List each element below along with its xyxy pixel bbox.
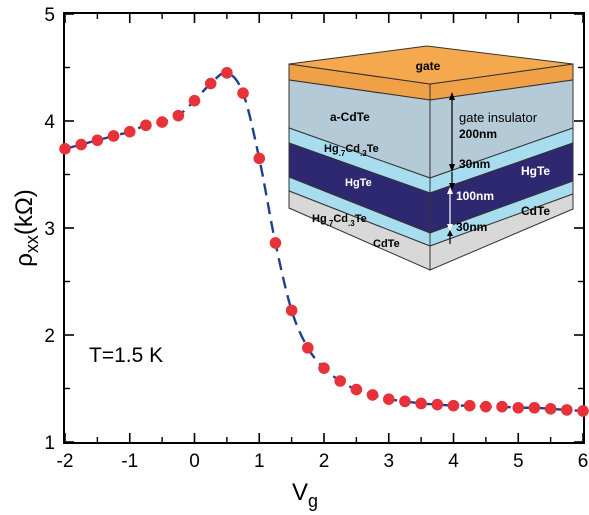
inset-label-well-side: HgTe	[521, 164, 550, 178]
data-point	[350, 383, 363, 396]
heterostructure-inset: gate a-CdTe Hg.7Cd.3Te HgTe Hg.7Cd.3Te C…	[288, 45, 574, 271]
data-point	[334, 375, 346, 387]
data-point	[204, 77, 217, 90]
data-point	[528, 401, 541, 414]
x-tick-label: 5	[513, 451, 524, 472]
data-point	[75, 138, 87, 151]
data-point	[59, 143, 71, 155]
inset-label-gate: gate	[416, 59, 441, 73]
axis-ticks	[64, 13, 584, 443]
data-point	[480, 400, 492, 413]
x-axis-label: Vg	[292, 479, 318, 511]
data-point	[431, 398, 444, 411]
well-thickness: 100nm	[456, 189, 494, 203]
axis-tick-labels: -2 -1 0 1 2 3 4 5 6 1 2 3 4 5	[44, 5, 588, 472]
x-tick-label: 6	[578, 451, 589, 472]
x-tick-label: 0	[189, 451, 200, 472]
data-points	[59, 67, 589, 417]
data-point	[237, 87, 249, 99]
well-arrow-head-bottom	[447, 224, 453, 231]
data-point	[577, 405, 589, 417]
data-point	[561, 404, 573, 416]
data-point	[366, 389, 379, 401]
x-tick-label: 1	[254, 451, 265, 472]
data-point	[123, 125, 136, 138]
barrier-top-thickness: 30nm	[459, 157, 490, 171]
inset-label-well-front: HgTe	[345, 177, 372, 189]
data-point	[156, 116, 168, 128]
x-tick-label: 4	[448, 451, 459, 472]
data-point	[302, 342, 314, 354]
temperature-annotation: T=1.5 K	[89, 344, 163, 367]
data-point	[463, 399, 476, 412]
data-point	[496, 400, 508, 413]
insulator-arrow-head-bottom	[449, 164, 455, 172]
data-point	[447, 399, 460, 412]
x-tick-label: -2	[57, 451, 74, 472]
x-tick-label: -1	[121, 451, 138, 472]
y-axis-label: ρxx(kΩ)	[11, 189, 42, 267]
inset-label-a-cdte: a-CdTe	[330, 110, 370, 124]
data-point	[512, 401, 525, 414]
y-tick-label: 1	[44, 433, 55, 454]
data-point	[399, 395, 411, 408]
data-point	[172, 109, 185, 122]
barrier-top-arrow-head	[449, 183, 455, 190]
inset-label-barrier-top: Hg.7Cd.3Te	[324, 143, 379, 158]
inset-gate-top	[288, 45, 574, 85]
data-point	[188, 94, 201, 107]
barrier-bottom-thickness: 30nm	[456, 220, 487, 234]
inset-label-barrier-bottom: Hg.7Cd.3Te	[312, 213, 367, 228]
y-tick-label: 4	[44, 112, 55, 133]
inset-substrate-right	[429, 193, 574, 271]
x-tick-label: 3	[383, 451, 394, 472]
data-point	[318, 362, 330, 374]
data-point	[140, 119, 152, 132]
data-point	[221, 67, 233, 79]
data-point	[382, 393, 395, 406]
inset-label-substrate-side: CdTe	[521, 204, 550, 218]
data-point	[107, 130, 120, 142]
well-arrow-head-top	[447, 187, 453, 194]
plot-frame	[63, 12, 585, 444]
inset-label-substrate-front: CdTe	[373, 238, 400, 250]
insulator-arrow-head-top	[449, 92, 455, 100]
data-point	[91, 134, 104, 147]
data-point	[253, 152, 266, 165]
data-point	[544, 403, 557, 415]
y-tick-label: 3	[44, 219, 55, 240]
data-point	[285, 304, 298, 317]
gate-insulator-label: gate insulator	[459, 110, 538, 125]
gate-insulator-thickness: 200nm	[459, 127, 497, 141]
data-point	[269, 237, 282, 249]
y-tick-label: 2	[44, 326, 55, 347]
data-point	[415, 397, 427, 410]
x-tick-label: 2	[319, 451, 330, 472]
barrier-bottom-arrow-head	[447, 230, 453, 236]
y-tick-label: 5	[44, 5, 55, 26]
